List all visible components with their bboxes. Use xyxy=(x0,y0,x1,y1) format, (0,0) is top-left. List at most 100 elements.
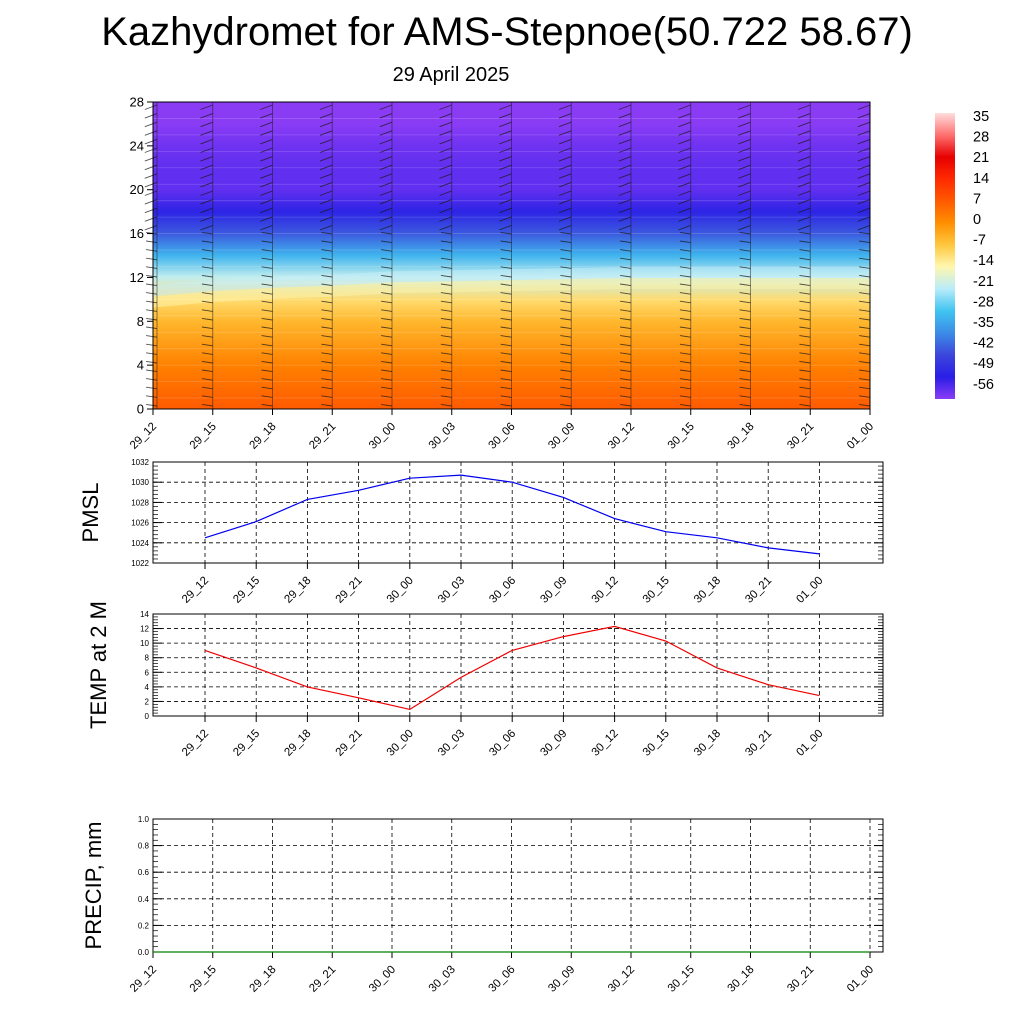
wind-barb xyxy=(799,231,811,235)
y-tick-label: 1.0 xyxy=(138,815,150,824)
wind-barb xyxy=(500,274,512,278)
wind-barb xyxy=(620,292,632,295)
colorbar-label: -56 xyxy=(973,377,994,393)
wind-barb xyxy=(381,395,393,398)
colorbar: 35 28 21 14 7 0 -7 -14 -21 -28 -35 -42 -49 -56 xyxy=(935,109,994,399)
wind-barb xyxy=(319,104,333,110)
wind-barb xyxy=(678,113,691,119)
wind-barb xyxy=(560,343,572,347)
wind-barb xyxy=(797,224,811,231)
wind-barb xyxy=(440,335,452,338)
wind-barb xyxy=(200,224,213,231)
wind-barb xyxy=(859,386,871,390)
wind-barb xyxy=(799,369,811,373)
wind-barb xyxy=(799,266,811,269)
colorbar-label: -28 xyxy=(973,294,994,310)
wind-barb xyxy=(439,216,452,222)
x-tick-label: 30_15 xyxy=(641,728,672,759)
wind-barb xyxy=(260,216,273,222)
wind-barb xyxy=(500,378,512,381)
y-tick-label: 0.2 xyxy=(138,921,150,930)
wind-barb xyxy=(260,181,273,188)
wind-barb xyxy=(200,164,213,171)
wind-barb xyxy=(500,395,512,398)
wind-barb xyxy=(201,378,213,381)
wind-barb xyxy=(620,403,632,407)
wind-barb xyxy=(678,121,691,128)
wind-barb xyxy=(560,292,572,295)
x-tick-label: 30_03 xyxy=(427,421,458,452)
wind-barb xyxy=(739,300,751,304)
wind-barb xyxy=(201,300,213,304)
wind-barb xyxy=(799,335,811,338)
wind-barb xyxy=(319,181,333,188)
x-tick-label: 30_18 xyxy=(692,575,723,606)
wind-barb xyxy=(739,395,751,398)
wind-barb xyxy=(620,352,632,355)
wind-barb xyxy=(381,274,393,278)
y-tick-label: 12 xyxy=(140,625,149,634)
wind-barb xyxy=(499,121,512,128)
wind-barb xyxy=(859,395,871,398)
wind-barb xyxy=(797,104,811,110)
wind-barb xyxy=(679,300,691,304)
y-tick-label: 0.4 xyxy=(138,895,150,904)
wind-barb xyxy=(500,403,512,407)
wind-barb xyxy=(321,369,333,373)
wind-barb xyxy=(261,240,273,244)
wind-barb xyxy=(146,378,158,381)
wind-barb xyxy=(618,130,632,136)
wind-barb xyxy=(146,369,158,373)
wind-barb xyxy=(799,292,811,295)
wind-barb xyxy=(440,231,452,235)
x-tick-label: 29_18 xyxy=(248,964,279,995)
wind-barb xyxy=(261,386,273,390)
wind-barb xyxy=(799,403,811,407)
wind-barb xyxy=(261,309,273,312)
wind-barb xyxy=(201,343,213,347)
y-tick-label: 0.0 xyxy=(138,948,150,957)
wind-barb xyxy=(440,395,452,398)
wind-barb xyxy=(319,121,333,128)
wind-barb xyxy=(146,395,158,398)
wind-barb xyxy=(144,173,158,179)
y-tick-label: 0 xyxy=(137,402,144,417)
wind-barb xyxy=(144,164,158,171)
wind-barb xyxy=(739,378,751,381)
wind-barb xyxy=(260,199,273,205)
wind-barb xyxy=(440,283,452,287)
wind-barb xyxy=(381,249,393,252)
wind-barb xyxy=(738,173,751,179)
wind-barb xyxy=(319,207,333,214)
wind-barb xyxy=(146,317,158,321)
wind-barb xyxy=(738,164,751,171)
wind-barb xyxy=(678,199,691,205)
wind-barb xyxy=(679,274,691,278)
wind-barb xyxy=(260,138,273,145)
wind-barb xyxy=(200,138,213,145)
wind-barb xyxy=(260,121,273,128)
wind-barb xyxy=(379,173,393,179)
wind-barb xyxy=(261,249,273,252)
wind-barb xyxy=(558,121,572,128)
wind-barb xyxy=(679,266,691,269)
x-tick-label: 30_21 xyxy=(785,964,816,995)
wind-barb xyxy=(739,403,751,407)
wind-barb xyxy=(797,121,811,128)
wind-barb xyxy=(261,231,273,235)
wind-barb xyxy=(200,181,213,188)
wind-barb xyxy=(500,266,512,269)
wind-barb xyxy=(439,156,452,162)
wind-barb xyxy=(560,249,572,252)
wind-barb xyxy=(260,207,273,214)
x-tick-label: 30_09 xyxy=(538,575,569,606)
wind-barb xyxy=(859,352,871,355)
wind-barb xyxy=(439,207,452,214)
wind-barb xyxy=(618,113,632,119)
wind-barb xyxy=(260,147,273,153)
wind-barb xyxy=(678,207,691,214)
wind-barb xyxy=(679,240,691,244)
precip-panel: 0.0 0.2 0.4 0.6 0.8 1.0 29_12 29_15 29_18 29_21 30… xyxy=(81,815,884,995)
wind-barb xyxy=(146,274,158,278)
wind-barb xyxy=(679,395,691,398)
